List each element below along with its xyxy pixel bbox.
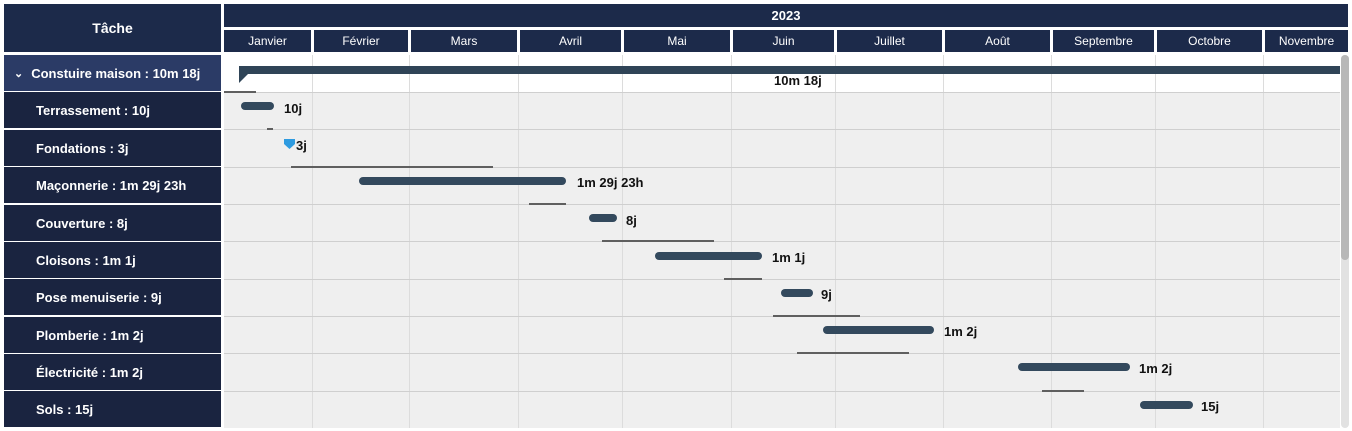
- task-row-couverture[interactable]: Couverture : 8j: [4, 205, 221, 241]
- task-label: Électricité : 1m 2j: [36, 364, 143, 380]
- dependency-line: [602, 240, 714, 242]
- row-separator: [224, 391, 1340, 392]
- task-label: Cloisons : 1m 1j: [36, 252, 136, 268]
- summary-bar-label: 10m 18j: [774, 73, 822, 88]
- chevron-down-icon[interactable]: ⌄: [14, 67, 24, 80]
- task-label: Plomberie : 1m 2j: [36, 327, 144, 343]
- task-label: Terrassement : 10j: [36, 102, 150, 118]
- month-header-novembre: Novembre: [1265, 30, 1348, 52]
- task-bar-label: 9j: [821, 287, 832, 302]
- task-bar-maconnerie[interactable]: [359, 177, 566, 185]
- row-separator: [224, 92, 1340, 93]
- summary-bar[interactable]: [239, 66, 1340, 74]
- task-row-terrassement[interactable]: Terrassement : 10j: [4, 92, 221, 128]
- task-row-electricite[interactable]: Électricité : 1m 2j: [4, 354, 221, 390]
- row-separator: [224, 167, 1340, 168]
- dependency-line: [291, 166, 493, 168]
- month-header-aout: Août: [945, 30, 1050, 52]
- dependency-line: [797, 352, 909, 354]
- task-bar-couverture[interactable]: [589, 214, 617, 222]
- task-bar-label: 1m 2j: [944, 324, 978, 339]
- task-bar-label: 1m 2j: [1139, 361, 1173, 376]
- month-header-janvier: Janvier: [224, 30, 311, 52]
- task-row-cloisons[interactable]: Cloisons : 1m 1j: [4, 242, 221, 278]
- month-header-avril: Avril: [520, 30, 621, 52]
- task-label: Pose menuiserie : 9j: [36, 289, 162, 305]
- month-header-juillet: Juillet: [837, 30, 942, 52]
- task-bar-terrassement[interactable]: [241, 102, 274, 110]
- task-bar-electricite[interactable]: [1018, 363, 1130, 371]
- month-header-mai: Mai: [624, 30, 730, 52]
- task-bar-plomberie[interactable]: [823, 326, 934, 334]
- task-label: Sols : 15j: [36, 401, 94, 417]
- summary-row-band: [224, 55, 1340, 93]
- month-header-septembre: Septembre: [1053, 30, 1154, 52]
- dependency-line: [724, 278, 762, 280]
- task-bar-cloisons[interactable]: [655, 252, 762, 260]
- task-bar-pose-menuiserie[interactable]: [781, 289, 813, 297]
- month-header-juin: Juin: [733, 30, 834, 52]
- dependency-line: [224, 91, 256, 93]
- task-row-plomberie[interactable]: Plomberie : 1m 2j: [4, 317, 221, 353]
- task-column-header[interactable]: Tâche: [4, 4, 221, 52]
- task-row-maconnerie[interactable]: Maçonnerie : 1m 29j 23h: [4, 167, 221, 203]
- task-bar-label: 1m 29j 23h: [577, 175, 644, 190]
- task-label: Fondations : 3j: [36, 140, 129, 156]
- dependency-line: [529, 203, 566, 205]
- row-separator: [224, 204, 1340, 205]
- dependency-line: [1042, 390, 1084, 392]
- row-separator: [224, 279, 1340, 280]
- task-bar-label: 8j: [626, 213, 637, 228]
- scrollbar-thumb[interactable]: [1341, 55, 1349, 260]
- task-bar-label: 15j: [1201, 399, 1220, 414]
- task-row-sols[interactable]: Sols : 15j: [4, 391, 221, 427]
- month-header-mars: Mars: [411, 30, 517, 52]
- milestone-marker-icon[interactable]: [284, 139, 295, 149]
- vertical-scrollbar[interactable]: [1341, 55, 1349, 428]
- task-bar-label: 3j: [296, 138, 307, 153]
- row-separator: [224, 129, 1340, 130]
- task-label: Constuire maison : 10m 18j: [31, 65, 201, 81]
- month-header-fevrier: Février: [314, 30, 408, 52]
- task-bar-label: 1m 1j: [772, 250, 806, 265]
- task-bar-label: 10j: [284, 101, 303, 116]
- dependency-line: [267, 128, 273, 130]
- task-bar-sols[interactable]: [1140, 401, 1193, 409]
- month-header-octobre: Octobre: [1157, 30, 1262, 52]
- task-row-fondations[interactable]: Fondations : 3j: [4, 130, 221, 166]
- task-label: Maçonnerie : 1m 29j 23h: [36, 177, 187, 193]
- row-separator: [224, 353, 1340, 354]
- task-row-summary[interactable]: ⌄ Constuire maison : 10m 18j: [4, 55, 221, 91]
- year-header: 2023: [224, 4, 1348, 27]
- dependency-line: [773, 315, 860, 317]
- summary-start-marker: [239, 74, 248, 83]
- task-row-pose-menuiserie[interactable]: Pose menuiserie : 9j: [4, 279, 221, 315]
- gantt-chart-area: 10m 18j 10j 3j 1m 29j 23h 8j 1m 1j 9j 1m…: [224, 55, 1340, 428]
- row-separator: [224, 241, 1340, 242]
- task-label: Couverture : 8j: [36, 215, 128, 231]
